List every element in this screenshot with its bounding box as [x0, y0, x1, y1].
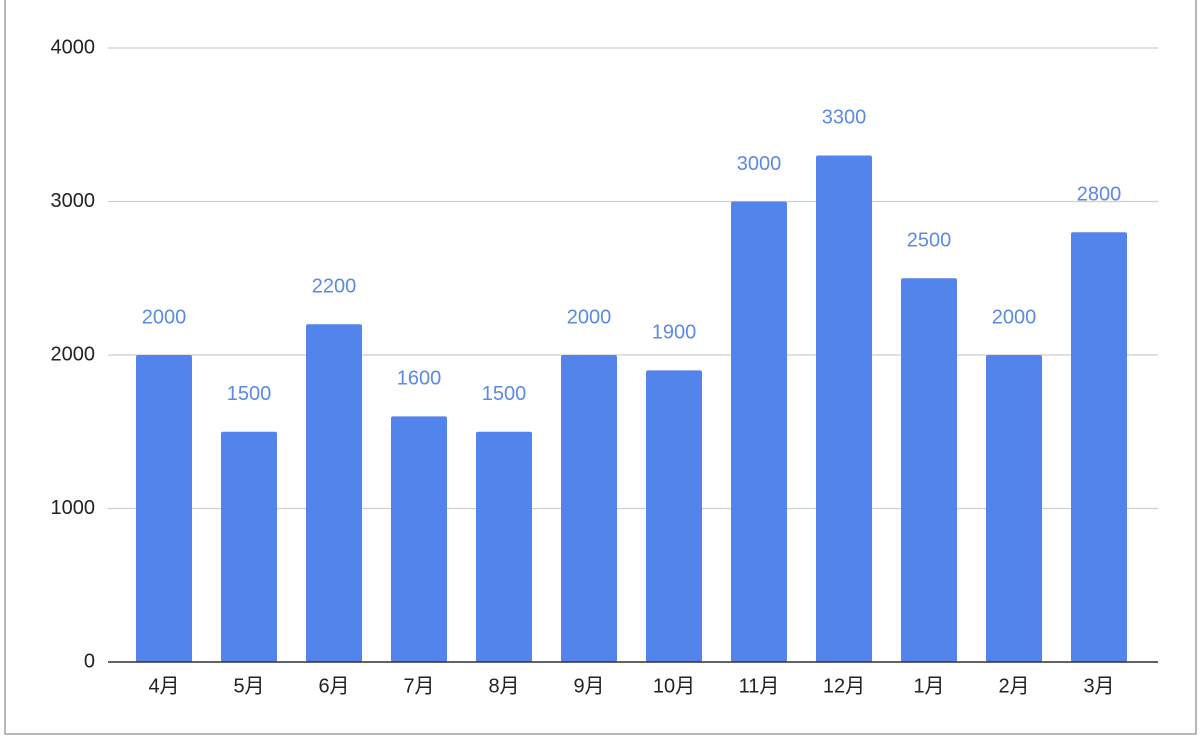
data-label: 2000: [992, 306, 1037, 328]
bar: [136, 355, 192, 662]
x-tick-label: 1月: [913, 675, 944, 697]
bar: [476, 431, 532, 662]
x-tick-label: 5月: [233, 675, 264, 697]
bar: [391, 416, 447, 662]
bar: [306, 324, 362, 662]
x-tick-label: 2月: [998, 675, 1029, 697]
x-tick-label: 10月: [653, 675, 695, 697]
x-tick-label: 4月: [148, 675, 179, 697]
data-label: 2200: [312, 276, 357, 298]
bar: [646, 370, 702, 662]
data-label: 1500: [482, 383, 527, 405]
x-tick-label: 11月: [739, 675, 780, 697]
x-tick-label: 9月: [573, 675, 604, 697]
x-tick-label: 12月: [823, 675, 865, 697]
bar: [816, 155, 872, 662]
bar: [221, 431, 277, 662]
bar: [901, 278, 957, 662]
data-label: 2500: [907, 230, 952, 252]
data-label: 2000: [142, 306, 187, 328]
data-label: 1500: [227, 383, 272, 405]
y-tick-label: 4000: [51, 36, 96, 58]
y-tick-label: 2000: [51, 343, 96, 365]
x-tick-label: 7月: [403, 675, 434, 697]
y-tick-label: 0: [84, 650, 95, 672]
data-label: 3300: [822, 107, 867, 129]
data-label: 3000: [737, 153, 782, 175]
bar: [731, 201, 787, 662]
x-tick-label: 3月: [1083, 675, 1114, 697]
x-tick-label: 8月: [488, 675, 519, 697]
data-label: 2800: [1077, 183, 1122, 205]
y-tick-label: 1000: [51, 497, 96, 519]
data-label: 1600: [397, 368, 442, 390]
bar: [986, 355, 1042, 662]
bar: [1071, 232, 1127, 662]
x-tick-label: 6月: [318, 675, 349, 697]
data-label: 1900: [652, 322, 697, 344]
y-tick-label: 3000: [51, 190, 96, 212]
bar: [561, 355, 617, 662]
data-label: 2000: [567, 306, 612, 328]
